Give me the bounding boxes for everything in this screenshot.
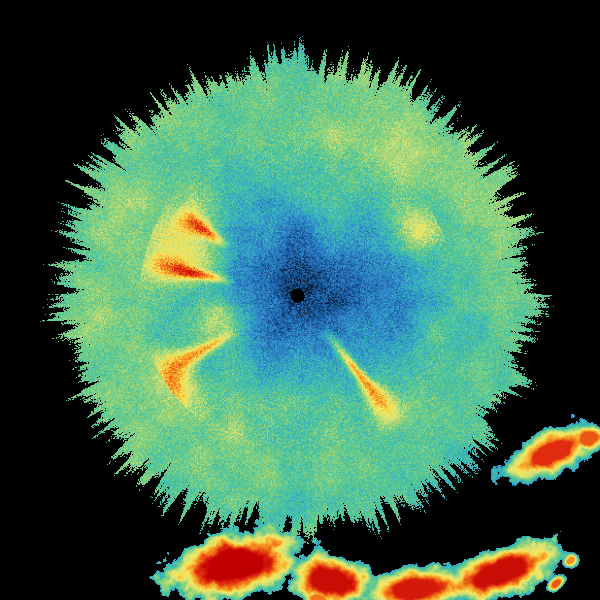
- radar-reflectivity-canvas: [0, 0, 600, 600]
- radar-image-viewport: [0, 0, 600, 600]
